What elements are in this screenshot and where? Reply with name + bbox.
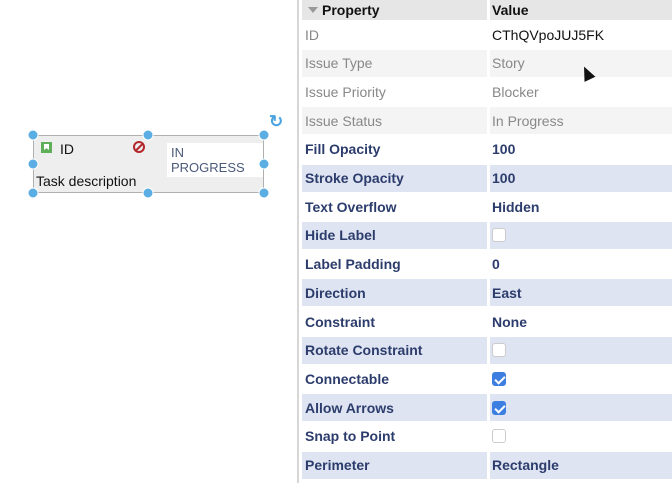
property-value-cell (490, 336, 672, 364)
table-row[interactable]: Constraint None (302, 308, 672, 335)
property-value[interactable]: In Progress (490, 107, 672, 135)
table-row[interactable]: Allow Arrows (302, 394, 672, 422)
rotate-handle-icon[interactable]: ↻ (269, 112, 284, 131)
property-label: ID (305, 26, 319, 43)
table-row[interactable]: Issue Priority Blocker (302, 78, 672, 105)
table-row[interactable]: Connectable (302, 365, 672, 392)
property-label: Allow Arrows (302, 394, 487, 422)
property-value[interactable]: 100 (492, 141, 516, 158)
table-row[interactable]: Text Overflow Hidden (302, 193, 672, 220)
table-row[interactable]: Fill Opacity 100 (302, 136, 672, 163)
property-value-cell (490, 365, 672, 392)
property-label: Rotate Constraint (302, 336, 487, 364)
property-value[interactable]: 0 (492, 256, 500, 273)
property-value[interactable]: None (492, 313, 527, 330)
story-bookmark-icon (41, 142, 52, 153)
table-row[interactable]: Label Padding 0 (302, 251, 672, 278)
property-value-cell (490, 423, 672, 450)
property-label: Hide Label (302, 221, 487, 249)
property-label: Label Padding (305, 256, 401, 273)
table-header: Property Value (302, 0, 672, 20)
task-description: Task description (36, 173, 137, 189)
table-row[interactable]: Direction East (302, 279, 672, 307)
table-row[interactable]: Snap to Point (302, 423, 672, 450)
table-row[interactable]: Hide Label (302, 221, 672, 249)
collapse-triangle-icon[interactable] (308, 7, 318, 13)
table-row[interactable]: ID CThQVpoJUJ5FK (302, 21, 672, 48)
property-value[interactable]: Hidden (492, 198, 540, 215)
property-label: Constraint (305, 313, 375, 330)
resize-handle-w[interactable] (27, 158, 39, 170)
property-label: Perimeter (302, 451, 487, 479)
blocker-priority-icon (133, 141, 145, 153)
property-value-cell (490, 221, 672, 249)
table-row[interactable]: Perimeter Rectangle (302, 451, 672, 479)
property-value[interactable]: Blocker (492, 83, 539, 100)
table-row[interactable]: Stroke Opacity 100 (302, 164, 672, 192)
property-label: Text Overflow (305, 198, 397, 215)
property-checkbox[interactable] (492, 228, 506, 243)
resize-handle-n[interactable] (142, 129, 154, 141)
property-label: Fill Opacity (305, 141, 381, 158)
resize-handle-sw[interactable] (27, 187, 39, 199)
property-checkbox[interactable] (492, 400, 506, 415)
property-label: Stroke Opacity (302, 164, 487, 192)
table-row[interactable]: Issue Status In Progress (302, 107, 672, 135)
table-row[interactable]: Issue Type Story (302, 49, 672, 77)
property-label: Issue Status (302, 107, 487, 135)
value-column-header: Value (490, 0, 672, 20)
property-label: Direction (302, 279, 487, 307)
property-column-header[interactable]: Property (302, 0, 487, 20)
property-value-cell (490, 394, 672, 422)
task-shape[interactable]: ID IN PROGRESS Task description (33, 135, 264, 193)
status-badge: IN PROGRESS (167, 143, 263, 177)
property-value[interactable]: 100 (490, 164, 672, 192)
shape-id-label: ID (60, 141, 74, 157)
property-value[interactable]: Story (490, 49, 672, 77)
resize-handle-e[interactable] (258, 158, 270, 170)
resize-handle-se[interactable] (258, 187, 270, 199)
diagram-canvas[interactable]: ID IN PROGRESS Task description ↻ (0, 0, 297, 483)
resize-handle-s[interactable] (142, 187, 154, 199)
property-label: Issue Priority (305, 83, 386, 100)
property-checkbox[interactable] (492, 371, 506, 386)
table-row[interactable]: Rotate Constraint (302, 336, 672, 364)
property-label: Connectable (305, 370, 390, 387)
property-value[interactable]: East (490, 279, 672, 307)
resize-handle-nw[interactable] (27, 129, 39, 141)
property-checkbox[interactable] (492, 343, 506, 358)
resize-handle-ne[interactable] (258, 129, 270, 141)
property-label: Issue Type (302, 49, 487, 77)
property-value[interactable]: Rectangle (490, 451, 672, 479)
properties-panel: Property Value ID CThQVpoJUJ5FK Issue Type… (297, 0, 672, 483)
property-value[interactable]: CThQVpoJUJ5FK (492, 26, 605, 43)
property-label: Snap to Point (305, 428, 396, 445)
property-checkbox[interactable] (492, 429, 506, 444)
